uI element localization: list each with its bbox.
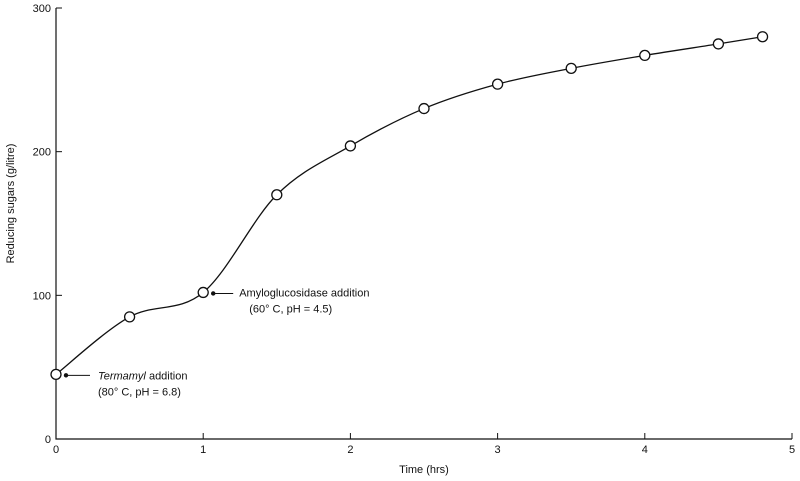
annotation-amyloglucosidase-line1: Amyloglucosidase addition — [239, 287, 369, 299]
series-layer — [50, 31, 769, 381]
x-tick-label: 2 — [347, 444, 353, 456]
data-point — [418, 102, 430, 115]
annotations: Termamyl addition (80° C, pH = 6.8) Amylog… — [63, 287, 369, 398]
annotation-termamyl-line2: (80° C, pH = 6.8) — [98, 386, 181, 398]
x-tick-label: 1 — [200, 444, 206, 456]
annotation-termamyl-line1: Termamyl addition — [98, 370, 187, 382]
x-tick-label: 4 — [642, 444, 648, 456]
data-point — [197, 286, 209, 299]
data-point — [344, 140, 357, 152]
ticks: 0 1 2 3 4 5 0 100 200 300 — [33, 3, 795, 456]
y-tick-label: 300 — [33, 3, 51, 15]
data-point — [123, 311, 136, 323]
x-axis-label: Time (hrs) — [399, 464, 449, 476]
x-tick-label: 0 — [53, 444, 59, 456]
data-point — [50, 368, 62, 381]
data-point — [639, 49, 651, 62]
annotation-amyloglucosidase-line2: (60° C, pH = 4.5) — [249, 303, 332, 315]
y-tick-label: 100 — [33, 290, 51, 302]
x-tick-label: 5 — [789, 444, 795, 456]
y-axis-label: Reducing sugars (g/litre) — [5, 144, 17, 264]
y-tick-label: 200 — [33, 147, 51, 159]
x-tick-label: 3 — [495, 444, 501, 456]
y-tick-label: 0 — [45, 434, 51, 446]
data-point — [491, 78, 504, 90]
data-point — [565, 62, 577, 74]
series-line — [55, 36, 763, 375]
data-point — [712, 38, 725, 50]
data-point — [271, 189, 283, 201]
data-point — [756, 31, 769, 43]
